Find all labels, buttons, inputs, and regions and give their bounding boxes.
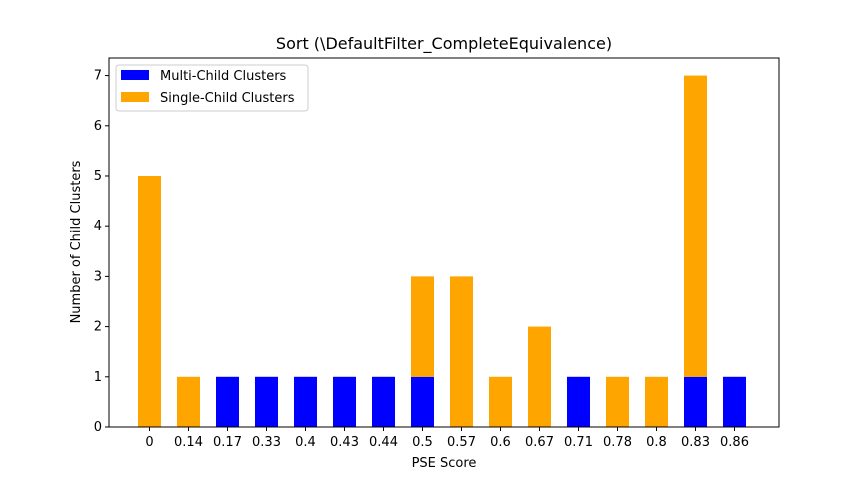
x-tick-label: 0.83	[681, 435, 710, 450]
bar-multi-0.43	[333, 376, 356, 427]
bar-single-0.8	[645, 376, 668, 427]
bar-multi-0.44	[372, 376, 395, 427]
x-tick-label: 0	[145, 435, 153, 450]
y-tick-label: 3	[94, 269, 102, 284]
bar-single-0	[138, 175, 161, 427]
legend: Multi-Child Clusters Single-Child Cluster…	[115, 64, 309, 112]
bar-single-0.78	[606, 376, 629, 427]
x-tick-label: 0.67	[525, 435, 554, 450]
legend-box	[115, 64, 309, 112]
x-tick-label: 0.4	[295, 435, 316, 450]
y-axis-label: Number of Child Clusters	[69, 160, 84, 323]
bar-multi-0.17	[216, 376, 239, 427]
x-tick-label: 0.86	[720, 435, 749, 450]
legend-swatch	[121, 92, 149, 102]
x-tick-label: 0.71	[564, 435, 593, 450]
bar-multi-0.33	[255, 376, 278, 427]
x-tick-label: 0.57	[447, 435, 476, 450]
x-tick-label: 0.33	[252, 435, 281, 450]
x-axis-label: PSE Score	[412, 456, 477, 471]
bar-multi-0.83	[684, 376, 707, 427]
x-tick-label: 0.44	[369, 435, 398, 450]
legend-label: Multi-Child Clusters	[160, 69, 287, 84]
legend-label: Single-Child Clusters	[160, 91, 295, 106]
y-tick-label: 6	[94, 119, 102, 134]
x-tick-label: 0.5	[412, 435, 433, 450]
x-tick-label: 0.43	[330, 435, 359, 450]
bar-single-0.6	[489, 376, 512, 427]
y-tick-label: 7	[94, 69, 102, 84]
y-tick-label: 5	[94, 169, 102, 184]
x-tick-label: 0.17	[213, 435, 242, 450]
y-tick-label: 0	[94, 420, 102, 435]
bar-single-0.83	[684, 75, 707, 377]
bar-multi-0.71	[567, 376, 590, 427]
bars-layer	[138, 75, 746, 427]
y-tick-label: 2	[94, 320, 102, 335]
bar-single-0.14	[177, 376, 200, 427]
y-tick-label: 4	[94, 219, 102, 234]
y-tick-label: 1	[94, 370, 102, 385]
bar-single-0.5	[411, 276, 434, 377]
bar-multi-0.86	[723, 376, 746, 427]
x-axis: 0 0.14 0.17 0.33 0.4 0.43 0.44 0.5 0.57 0.6 0.67 0.…	[145, 427, 749, 450]
chart-title: Sort (\DefaultFilter_CompleteEquivalence…	[276, 34, 612, 54]
bar-multi-0.5	[411, 376, 434, 427]
x-tick-label: 0.78	[603, 435, 632, 450]
x-tick-label: 0.6	[490, 435, 511, 450]
bar-single-0.67	[528, 326, 551, 427]
x-tick-label: 0.8	[646, 435, 667, 450]
x-tick-label: 0.14	[174, 435, 203, 450]
plot-frame	[108, 57, 780, 428]
y-axis: 0 1 2 3 4 5 6 7	[94, 69, 109, 435]
bar-single-0.57	[450, 276, 473, 427]
bar-multi-0.4	[294, 376, 317, 427]
legend-swatch	[121, 70, 149, 80]
